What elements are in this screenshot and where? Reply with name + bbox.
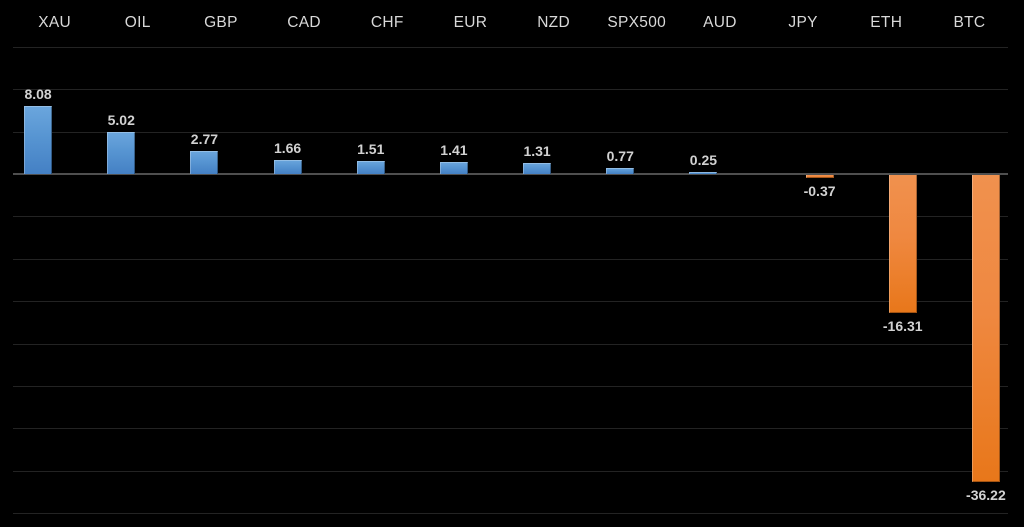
gridline	[13, 343, 1008, 345]
category-label-eth: ETH	[870, 14, 903, 31]
value-label-jpy: -0.37	[803, 183, 836, 200]
category-label-spx500: SPX500	[607, 14, 667, 31]
gridline	[13, 301, 1008, 303]
bar-cad	[273, 160, 302, 175]
value-label-eur: 1.41	[440, 142, 468, 159]
category-label-aud: AUD	[703, 14, 737, 31]
bar-btc	[971, 175, 1000, 482]
bar-chf	[356, 161, 385, 175]
gridline	[13, 428, 1008, 430]
gridline	[13, 131, 1008, 133]
value-label-oil: 5.02	[107, 111, 135, 128]
value-label-gbp: 2.77	[190, 130, 219, 147]
bar-oil	[107, 131, 136, 175]
value-label-xau: 8.08	[24, 85, 52, 102]
gridline	[13, 258, 1008, 260]
gridline	[13, 47, 1008, 48]
category-label-nzd: NZD	[537, 14, 570, 31]
category-label-xau: XAU	[38, 14, 71, 31]
value-label-spx500: 0.77	[606, 147, 634, 164]
bar-aud	[689, 171, 718, 175]
zero-axis-line	[13, 173, 1008, 176]
bar-spx500	[606, 167, 635, 175]
value-label-chf: 1.51	[357, 141, 385, 158]
bar-nzd	[523, 162, 552, 175]
category-label-chf: CHF	[370, 14, 404, 31]
value-label-nzd: 1.31	[523, 142, 551, 159]
gridline	[13, 385, 1008, 387]
gridline	[13, 89, 1008, 91]
gridline	[13, 216, 1008, 218]
bar-xau	[24, 105, 53, 175]
bar-eth	[888, 175, 917, 314]
category-label-eur: EUR	[453, 14, 488, 31]
gridline	[13, 513, 1008, 514]
value-label-eth: -16.31	[882, 318, 923, 335]
category-label-cad: CAD	[287, 14, 321, 31]
bar-eur	[439, 162, 468, 175]
category-label-btc: BTC	[953, 14, 986, 31]
category-label-jpy: JPY	[788, 14, 818, 31]
category-label-gbp: GBP	[204, 14, 238, 31]
bar-gbp	[190, 150, 219, 175]
category-label-oil: OIL	[124, 14, 151, 31]
value-label-cad: 1.66	[273, 140, 302, 157]
gridline	[13, 470, 1008, 472]
value-label-aud: 0.25	[689, 151, 718, 168]
bar-jpy	[805, 175, 834, 179]
value-label-btc: -36.22	[966, 486, 1006, 503]
